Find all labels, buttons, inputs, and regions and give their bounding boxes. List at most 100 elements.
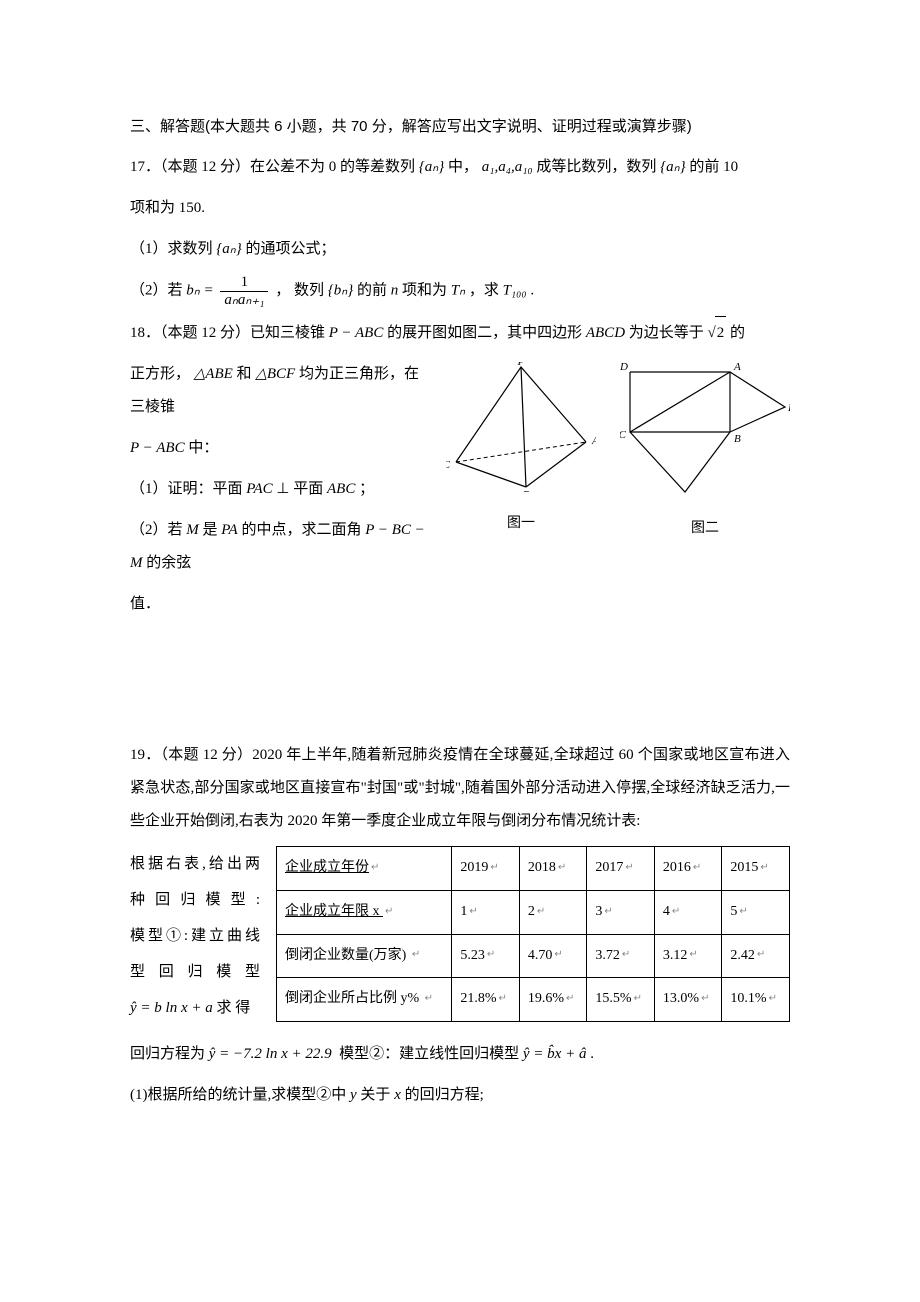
- enter-icon: ↵: [425, 993, 433, 1004]
- r4-2: 15.5%↵: [587, 978, 655, 1022]
- q17-mid1: 中，: [448, 159, 478, 175]
- q19-left-0: 根据右表,给出两: [130, 846, 260, 882]
- M: M: [186, 522, 199, 538]
- q17-part2a: （2）若: [130, 282, 183, 298]
- q18-l2d: 中：: [188, 440, 218, 456]
- frac-den: aₙaₙ₊₁: [220, 292, 268, 309]
- th3-text: 2017: [595, 860, 623, 875]
- q18-p1a: （1）证明：平面: [130, 481, 243, 497]
- enter-icon: ↵: [469, 906, 477, 917]
- tri1: △ABE: [194, 366, 233, 382]
- enter-icon: ↵: [769, 993, 777, 1004]
- table-row-3: 倒闭企业数量(万家) ↵ 5.23↵ 4.70↵ 3.72↵ 3.12↵ 2.4…: [277, 934, 790, 978]
- q19-p1c: 的回归方程;: [405, 1087, 484, 1103]
- q17-line1: 17．（本题 12 分）在公差不为 0 的等差数列 {aₙ} 中， a₁,a₄,…: [130, 151, 790, 184]
- enter-icon: ↵: [757, 949, 765, 960]
- r4-label: 倒闭企业所占比例 y% ↵: [277, 978, 452, 1022]
- table-row-2: 企业成立年限 x ↵ 1↵ 2↵ 3↵ 4↵ 5↵: [277, 890, 790, 934]
- stats-table: 企业成立年份↵ 2019↵ 2018↵ 2017↵ 2016↵ 2015↵ 企业…: [276, 846, 790, 1022]
- enter-icon: ↵: [622, 949, 630, 960]
- eq-line-a: 回归方程为: [130, 1046, 205, 1062]
- seq-an: {aₙ}: [419, 159, 444, 175]
- th-2: 2018↵: [519, 847, 587, 891]
- section-title: 三、解答题(本大题共 6 小题，共 70 分，解答应写出文字说明、证明过程或演算…: [130, 110, 790, 143]
- abc: ABC: [327, 481, 355, 497]
- fig2-caption: 图二: [620, 514, 790, 545]
- r4-0-text: 21.8%: [460, 991, 496, 1006]
- q17-part2b: ， 数列: [275, 282, 324, 298]
- enter-icon: ↵: [499, 993, 507, 1004]
- enter-icon: ↵: [739, 906, 747, 917]
- q17-terms: a₁,a₄,a₁₀: [482, 159, 533, 175]
- r4-1: 19.6%↵: [519, 978, 587, 1022]
- q19-left-2: 模型①:建立曲线: [130, 918, 260, 954]
- enter-icon: ↵: [554, 949, 562, 960]
- r3-4-text: 2.42: [730, 948, 755, 963]
- PA: PA: [221, 522, 237, 538]
- r2-0-text: 1: [460, 904, 467, 919]
- th5-text: 2015: [730, 860, 758, 875]
- model2-eq: ŷ = b̂x + â: [523, 1046, 587, 1062]
- enter-icon: ↵: [760, 862, 768, 873]
- q17-line2: 项和为 150.: [130, 192, 790, 225]
- enter-icon: ↵: [625, 862, 633, 873]
- enter-icon: ↵: [558, 862, 566, 873]
- T100: T₁₀₀: [503, 282, 527, 298]
- q19-eq-line: 回归方程为 ŷ = −7.2 ln x + 22.9 模型②：建立线性回归模型 …: [130, 1038, 790, 1071]
- q19-left-1: 种回归模型:: [130, 882, 260, 918]
- fraction: 1 aₙaₙ₊₁: [220, 274, 268, 308]
- q19-p1b: 关于: [360, 1087, 390, 1103]
- seq-bn: {bₙ}: [328, 282, 353, 298]
- r2-3-text: 4: [663, 904, 670, 919]
- th4-text: 2016: [663, 860, 691, 875]
- q18-body: 正方形， △ABE 和 △BCF 均为正三角形，在三棱锥 P − ABC 中： …: [130, 358, 790, 629]
- r2-label-text: 企业成立年限 x: [285, 904, 383, 919]
- abcd: ABCD: [586, 325, 625, 341]
- r3-3-text: 3.12: [663, 948, 688, 963]
- r3-0-text: 5.23: [460, 948, 485, 963]
- enter-icon: ↵: [566, 993, 574, 1004]
- x: x: [394, 1087, 401, 1103]
- lbl-D2: D: [620, 362, 628, 373]
- q18-l2a: 正方形，: [130, 366, 190, 382]
- q19-para: 19．（本题 12 分）2020 年上半年,随着新冠肺炎疫情在全球蔓延,全球超过…: [130, 739, 790, 838]
- enter-icon: ↵: [490, 862, 498, 873]
- pyramid2: P − ABC: [130, 440, 185, 456]
- q18-l2b: 和: [237, 366, 252, 382]
- r3-1: 4.70↵: [519, 934, 587, 978]
- q18-figures: P C A B 图一 D A C B E F 图二: [446, 358, 790, 545]
- enter-icon: ↵: [487, 949, 495, 960]
- r3-4: 2.42↵: [722, 934, 790, 978]
- q17-mid2: 成等比数列，数列: [536, 159, 656, 175]
- r2-0: 1↵: [452, 890, 520, 934]
- Tn: Tₙ: [451, 282, 465, 298]
- q18-line2b: P − ABC 中：: [130, 432, 428, 465]
- table-row-4: 倒闭企业所占比例 y% ↵ 21.8%↵ 19.6%↵ 15.5%↵ 13.0%…: [277, 978, 790, 1022]
- eq-line-c: .: [590, 1046, 594, 1062]
- lbl-F: F: [681, 495, 689, 497]
- q19-part1: (1)根据所给的统计量,求模型②中 y 关于 x 的回归方程;: [130, 1079, 790, 1112]
- enter-icon: ↵: [672, 906, 680, 917]
- r2-2: 3↵: [587, 890, 655, 934]
- q19-table: 企业成立年份↵ 2019↵ 2018↵ 2017↵ 2016↵ 2015↵ 企业…: [276, 846, 790, 1022]
- seq-an-2: {aₙ}: [660, 159, 685, 175]
- spacer: [130, 629, 790, 739]
- q17-part1a: （1）求数列: [130, 241, 213, 257]
- q18-p2c: 的中点，求二面角: [241, 522, 361, 538]
- q17-part2: （2）若 bₙ = 1 aₙaₙ₊₁ ， 数列 {bₙ} 的前 n 项和为 Tₙ…: [130, 274, 790, 308]
- enter-icon: ↵: [385, 906, 393, 917]
- frac-num: 1: [220, 274, 268, 292]
- r2-1-text: 2: [528, 904, 535, 919]
- r3-0: 5.23↵: [452, 934, 520, 978]
- lbl-B: B: [523, 489, 530, 492]
- q18-text-col: 正方形， △ABE 和 △BCF 均为正三角形，在三棱锥 P − ABC 中： …: [130, 358, 428, 629]
- enter-icon: ↵: [537, 906, 545, 917]
- enter-icon: ↵: [634, 993, 642, 1004]
- lbl-B2: B: [734, 433, 741, 445]
- th2-text: 2018: [528, 860, 556, 875]
- pac: PAC: [246, 481, 272, 497]
- r3-label: 倒闭企业数量(万家) ↵: [277, 934, 452, 978]
- r3-2: 3.72↵: [587, 934, 655, 978]
- fig1-caption: 图一: [446, 509, 596, 540]
- q18-line1: 18．（本题 12 分）已知三棱锥 P − ABC 的展开图如图二，其中四边形 …: [130, 316, 790, 350]
